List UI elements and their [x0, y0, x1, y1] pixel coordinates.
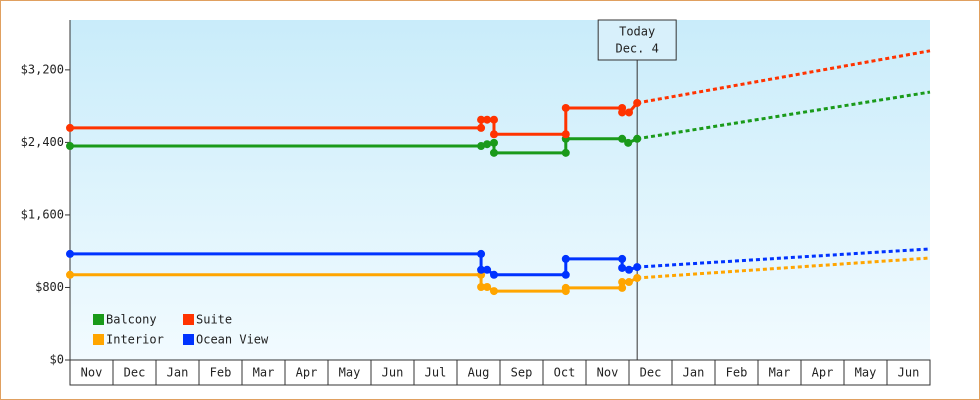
price-point: [561, 103, 570, 112]
price-point: [66, 142, 74, 151]
price-point: [618, 263, 627, 272]
legend-label: Interior: [106, 333, 164, 347]
x-tick-label: Apr: [812, 366, 834, 380]
legend-label: Suite: [196, 313, 232, 327]
x-tick-label: Feb: [726, 366, 748, 380]
price-point: [633, 263, 642, 272]
price-point: [618, 134, 627, 143]
forecast-line: [636, 49, 931, 105]
legend-swatch: [93, 314, 104, 325]
x-tick-label: Nov: [81, 366, 103, 380]
y-tick-label: $800: [35, 280, 64, 294]
price-point: [477, 142, 486, 151]
price-point: [66, 123, 74, 132]
price-point: [625, 278, 633, 287]
price-point: [618, 254, 627, 263]
price-point: [477, 265, 486, 274]
x-tick-label: Sep: [511, 366, 533, 380]
legend-swatch: [183, 314, 194, 325]
price-point: [489, 115, 498, 124]
y-tick-label: $2,400: [21, 135, 64, 149]
x-tick-label: Aug: [468, 366, 490, 380]
price-point: [618, 283, 627, 292]
annotation-text: Dec. 4: [615, 42, 658, 56]
price-point: [489, 287, 498, 296]
legend-swatch: [183, 334, 194, 345]
x-tick-label: Jan: [167, 366, 189, 380]
legend-label: Balcony: [106, 313, 157, 327]
price-point: [483, 265, 492, 274]
price-point: [625, 108, 633, 117]
x-tick-label: Mar: [253, 366, 275, 380]
annotation-text: Today: [619, 25, 655, 39]
price-point: [624, 138, 633, 147]
y-tick-label: $3,200: [21, 62, 64, 76]
forecast-line: [636, 90, 931, 141]
price-point: [477, 249, 486, 258]
x-tick-label: Oct: [554, 366, 576, 380]
price-point: [489, 270, 498, 279]
price-point: [489, 148, 498, 157]
price-point: [561, 130, 570, 139]
x-tick-label: Nov: [597, 366, 619, 380]
x-tick-label: Apr: [296, 366, 318, 380]
price-point: [561, 270, 570, 279]
price-point: [477, 115, 486, 124]
legend-label: Ocean View: [196, 333, 269, 347]
today-box: [597, 19, 677, 61]
price-point: [633, 98, 642, 107]
price-point: [618, 278, 627, 287]
x-tick-label: Jun: [382, 366, 404, 380]
price-point: [633, 273, 642, 282]
price-point: [625, 265, 633, 274]
x-tick-label: Dec: [124, 366, 146, 380]
plot-area: [70, 20, 930, 360]
price-point: [477, 123, 486, 132]
price-point: [66, 249, 74, 258]
price-point: [633, 134, 642, 143]
price-point: [489, 130, 498, 139]
x-tick-label: Mar: [769, 366, 791, 380]
price-point: [483, 115, 492, 124]
x-tick-label: Dec: [640, 366, 662, 380]
x-tick-label: Jun: [898, 366, 920, 380]
x-tick-label: May: [339, 366, 361, 380]
price-point: [483, 283, 492, 292]
y-tick-label: $1,600: [21, 207, 64, 221]
x-tick-label: Jan: [683, 366, 705, 380]
price-point: [618, 108, 627, 117]
y-tick-label: $0: [50, 353, 64, 367]
price-point: [561, 283, 570, 292]
price-point: [489, 138, 498, 147]
price-point: [561, 254, 570, 263]
price-point: [483, 140, 492, 149]
price-point: [66, 270, 74, 279]
legend-swatch: [93, 334, 104, 345]
x-tick-label: Feb: [210, 366, 232, 380]
x-tick-label: May: [855, 366, 877, 380]
price-point: [477, 283, 486, 292]
price-point: [561, 148, 570, 157]
x-tick-label: Jul: [425, 366, 447, 380]
